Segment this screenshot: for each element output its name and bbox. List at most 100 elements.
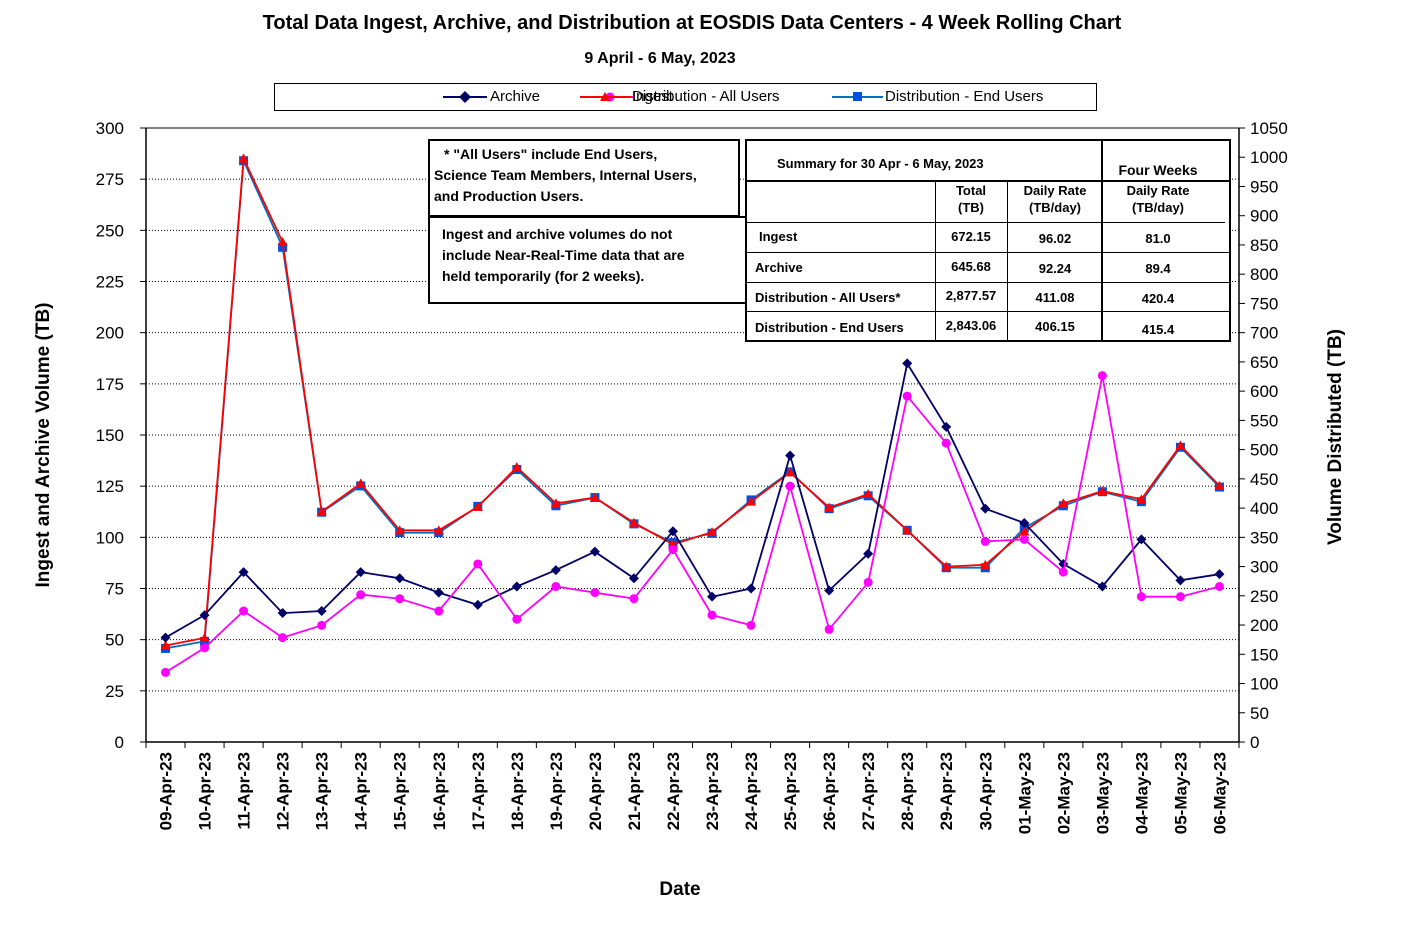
archive-point [433,587,444,598]
archive-point [1175,575,1186,586]
y-left-tick-label: 125 [96,477,124,496]
y-right-tick-label: 350 [1250,528,1278,547]
y-right-tick-label: 200 [1250,616,1278,635]
ingest-point [200,643,210,653]
note-line-4: Ingest and archive volumes do not [442,226,673,242]
summary-row-four: 420.4 [1141,291,1175,306]
summary-divider [1101,141,1103,340]
archive-point [667,526,678,537]
distribution-all-point [160,640,171,650]
summary-row-total: 645.68 [951,259,991,274]
ingest-point [395,594,405,604]
y-right-tick-label: 0 [1250,733,1259,752]
summary-col-four: Daily Rate [1126,183,1190,198]
summary-four-weeks: Four Weeks [1118,162,1198,178]
ingest-point [278,633,288,643]
legend-label-dist-end: Distribution - End Users [885,88,1044,105]
y-right-tick-label: 300 [1250,558,1278,577]
ingest-point [941,438,951,448]
y-right-tick-label: 900 [1250,207,1278,226]
chart-subtitle: 9 April - 6 May, 2023 [584,50,736,67]
archive-point [824,585,835,596]
y-right-tick-label: 600 [1250,382,1278,401]
nrt-note: Ingest and archive volumes do not includ… [428,216,748,304]
y-right-tick-label: 650 [1250,353,1278,372]
summary-col-total: Total [955,183,987,198]
distribution-all-point [980,559,991,569]
ingest-point [668,545,678,555]
ingest-point [551,581,561,591]
summary-heading: Summary for 30 Apr - 6 May, 2023 [777,156,984,171]
archive-point [355,567,366,578]
y-left-tick-label: 225 [96,273,124,292]
distribution-all-point [277,237,288,247]
ingest-point [1058,567,1068,577]
y-right-tick-label: 500 [1250,441,1278,460]
legend-label-archive: Archive [490,88,541,105]
archive-point [511,581,522,592]
archive-point [589,546,600,557]
summary-table: Summary for 30 Apr - 6 May, 2023 Four We… [745,139,1231,342]
ingest-point [590,588,600,598]
ingest-point [1136,592,1146,602]
series-line-archive [165,360,1220,639]
ingest-point [785,481,795,491]
distribution-all-point [550,498,561,508]
archive-point [472,599,483,610]
distribution-all-point [199,632,210,642]
legend-markers-icon [443,91,883,103]
x-tick-label: 03-May-23 [1093,752,1112,834]
archive-point [863,548,874,559]
y-right-tick-label: 50 [1250,704,1269,723]
y-right-tick-label: 750 [1250,294,1278,313]
x-tick-label: 23-Apr-23 [703,752,722,830]
chart-ticks: 0 25 50 75 100 125 150 175 200 225 250 275 300 0 50 100… [96,119,1288,834]
distribution-all-point [394,525,405,535]
archive-point [902,358,913,369]
distribution-all-point [472,501,483,511]
x-tick-label: 16-Apr-23 [430,752,449,830]
summary-col-total-unit: (TB) [958,200,984,215]
archive-point [785,450,796,461]
ingest-point [902,391,912,401]
summary-row-total: 2,877.57 [945,288,997,303]
x-tick-label: 05-May-23 [1171,752,1190,834]
summary-divider [747,222,1225,223]
x-tick-label: 09-Apr-23 [157,752,176,830]
x-tick-label: 15-Apr-23 [391,752,410,830]
distribution-all-point [863,489,874,499]
ingest-point [707,610,717,620]
y-right-tick-label: 800 [1250,265,1278,284]
summary-row-total: 2,843.06 [945,318,997,333]
summary-row-four: 415.4 [1141,322,1175,337]
x-tick-label: 28-Apr-23 [898,752,917,830]
chart-legend: Ingest Archive Distribution - All Users … [274,83,1097,111]
ingest-point [434,606,444,616]
x-tick-label: 04-May-23 [1132,752,1151,834]
ingest-point [239,606,249,616]
ingest-point [1214,581,1224,591]
archive-point [941,421,952,432]
distribution-all-point [1058,498,1069,508]
summary-row-four: 89.4 [1145,261,1171,276]
summary-row-total: 672.15 [951,229,991,244]
y-right-tick-label: 400 [1250,499,1278,518]
archive-point [1097,581,1108,592]
y-right-tick-label: 250 [1250,587,1278,606]
archive-point [746,583,757,594]
y-right-tick-label: 100 [1250,675,1278,694]
series-line-distribution-all-users [165,154,1221,647]
x-tick-label: 27-Apr-23 [859,752,878,830]
distribution-all-point [1097,486,1108,496]
y-left-tick-label: 0 [115,733,124,752]
y-left-tick-label: 100 [96,528,124,547]
x-tick-label: 01-May-23 [1015,752,1034,834]
x-tick-label: 02-May-23 [1054,752,1073,834]
x-tick-label: 30-Apr-23 [976,752,995,830]
y-left-tick-label: 75 [105,580,124,599]
x-tick-label: 22-Apr-23 [664,752,683,830]
x-tick-label: 25-Apr-23 [781,752,800,830]
archive-point [1214,569,1225,580]
archive-point [316,606,327,617]
distribution-all-point [746,496,757,506]
